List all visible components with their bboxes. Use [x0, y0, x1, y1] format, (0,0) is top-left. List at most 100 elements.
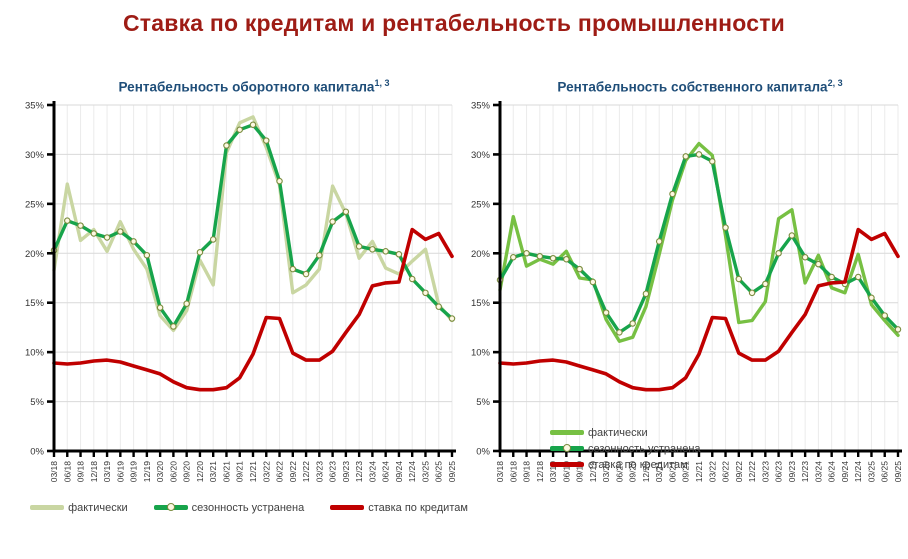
svg-text:09/24: 09/24: [840, 460, 850, 482]
svg-text:03/24: 03/24: [813, 460, 823, 482]
svg-text:09/25: 09/25: [447, 460, 457, 482]
legend-label-loan-rate: ставка по кредитам: [368, 501, 468, 514]
svg-text:03/21: 03/21: [208, 460, 218, 482]
svg-text:12/18: 12/18: [535, 460, 545, 482]
svg-text:06/21: 06/21: [667, 460, 677, 482]
loan-rate-line-swatch: [330, 505, 365, 510]
svg-text:06/24: 06/24: [381, 460, 391, 482]
svg-text:12/22: 12/22: [747, 460, 757, 482]
svg-text:06/19: 06/19: [561, 460, 571, 482]
chart-title-text: Рентабельность собственного капитала: [557, 79, 828, 95]
svg-text:12/18: 12/18: [89, 460, 99, 482]
chart-equity: Рентабельность собственного капитала2, 3…: [462, 78, 908, 514]
svg-text:03/19: 03/19: [548, 460, 558, 482]
legend-item-actual: фактически: [30, 502, 128, 514]
svg-text:35%: 35%: [471, 100, 491, 111]
svg-text:03/21: 03/21: [654, 460, 664, 482]
svg-text:12/20: 12/20: [641, 460, 651, 482]
svg-text:03/22: 03/22: [261, 460, 271, 482]
svg-text:30%: 30%: [25, 149, 45, 160]
svg-text:0%: 0%: [30, 446, 44, 457]
page-title: Ставка по кредитам и рентабельность пром…: [122, 10, 785, 36]
actual-line-swatch: [30, 505, 65, 510]
legend-working-capital: фактически сезонность устранена ставка п…: [30, 501, 468, 514]
x-gridlines: [53, 104, 453, 451]
svg-text:30%: 30%: [471, 149, 491, 160]
svg-text:06/25: 06/25: [434, 460, 444, 482]
svg-text:09/21: 09/21: [235, 460, 245, 482]
svg-text:09/22: 09/22: [288, 460, 298, 482]
svg-text:25%: 25%: [471, 199, 491, 210]
svg-text:09/23: 09/23: [341, 460, 351, 482]
chart-title-text: Рентабельность оборотного капитала: [118, 79, 375, 95]
svg-text:09/25: 09/25: [893, 460, 903, 482]
svg-text:12/21: 12/21: [694, 460, 704, 482]
legend-label-seasonal: сезонность устранена: [588, 442, 701, 455]
series-line-2: [498, 227, 900, 392]
svg-text:09/20: 09/20: [628, 460, 638, 482]
chart-title-footnote: 1, 3: [374, 78, 390, 88]
svg-text:03/23: 03/23: [314, 460, 324, 482]
chart-working-capital: Рентабельность оборотного капитала1, 3 0…: [16, 78, 468, 514]
legend-label-seasonal: сезонность устранена: [191, 501, 305, 514]
svg-text:06/25: 06/25: [880, 460, 890, 482]
svg-text:09/22: 09/22: [734, 460, 744, 482]
legend-label-actual: фактически: [588, 426, 648, 439]
svg-text:12/19: 12/19: [142, 460, 152, 482]
seasonal-marker-dot: [563, 443, 571, 452]
y-tick-labels: 0% 5% 10% 15% 20% 25% 30% 35%: [471, 100, 491, 457]
equity-plot: 0%5%10%15%20%25%30%35%03/18 06/18 09/18 12/…: [471, 100, 903, 482]
svg-text:03/23: 03/23: [760, 460, 770, 482]
seasonal-line-swatch: [153, 502, 188, 511]
series-markers: [50, 121, 456, 330]
legend-label-actual: фактически: [68, 501, 128, 514]
svg-text:06/19: 06/19: [115, 460, 125, 482]
svg-text:10%: 10%: [25, 347, 45, 358]
svg-text:03/25: 03/25: [866, 460, 876, 482]
svg-text:06/24: 06/24: [827, 460, 837, 482]
chart-title-equity: Рентабельность собственного капитала2, 3: [492, 78, 908, 95]
charts-row: Рентабельность оборотного капитала1, 3 0…: [0, 78, 908, 514]
svg-text:09/20: 09/20: [182, 460, 192, 482]
svg-text:03/20: 03/20: [155, 460, 165, 482]
svg-text:09/19: 09/19: [129, 460, 139, 482]
svg-text:03/24: 03/24: [367, 460, 377, 482]
svg-text:03/18: 03/18: [495, 460, 505, 482]
legend-equity: фактически сезонность устранена ставка п…: [550, 427, 701, 471]
svg-text:5%: 5%: [30, 397, 44, 408]
series-markers: [496, 150, 902, 336]
x-tick-labels: 03/18 06/18 09/18 12/18 03/19 06/19 09/19 12/19…: [49, 460, 457, 482]
legend-item-actual: фактически: [550, 427, 648, 439]
legend-item-seasonal: сезонность устранена: [550, 443, 701, 455]
svg-text:12/22: 12/22: [301, 460, 311, 482]
svg-text:03/18: 03/18: [49, 460, 59, 482]
svg-text:15%: 15%: [25, 298, 45, 309]
svg-text:06/20: 06/20: [168, 460, 178, 482]
legend-item-loan-rate: ставка по кредитам: [330, 502, 468, 514]
svg-text:06/22: 06/22: [721, 460, 731, 482]
svg-text:12/23: 12/23: [800, 460, 810, 482]
svg-text:20%: 20%: [471, 248, 491, 259]
axes: [47, 100, 456, 457]
svg-text:12/19: 12/19: [588, 460, 598, 482]
svg-text:20%: 20%: [25, 248, 45, 259]
chart-title-working-capital: Рентабельность оборотного капитала1, 3: [46, 78, 462, 95]
svg-text:09/24: 09/24: [394, 460, 404, 482]
legend-item-loan-rate: ставка по кредитам: [550, 459, 688, 471]
svg-text:03/20: 03/20: [601, 460, 611, 482]
loan-rate-line-swatch: [550, 462, 584, 467]
svg-text:06/18: 06/18: [508, 460, 518, 482]
svg-text:12/24: 12/24: [407, 460, 417, 482]
svg-text:12/24: 12/24: [853, 460, 863, 482]
svg-text:10%: 10%: [471, 347, 491, 358]
equity-plot-wrapper: 0% 5% 10% 15% 20% 25% 30% 35% 03/18 06/18 09/18 12/…: [462, 97, 908, 501]
legend-item-seasonal: сезонность устранена: [153, 501, 305, 514]
svg-text:09/18: 09/18: [522, 460, 532, 482]
x-tick-labels: 03/18 06/18 09/18 12/18 03/19 06/19 09/19 12/19…: [495, 460, 903, 482]
svg-text:12/21: 12/21: [248, 460, 258, 482]
svg-text:09/23: 09/23: [787, 460, 797, 482]
svg-text:06/22: 06/22: [275, 460, 285, 482]
series-line-0: [498, 141, 900, 343]
svg-text:09/19: 09/19: [575, 460, 585, 482]
